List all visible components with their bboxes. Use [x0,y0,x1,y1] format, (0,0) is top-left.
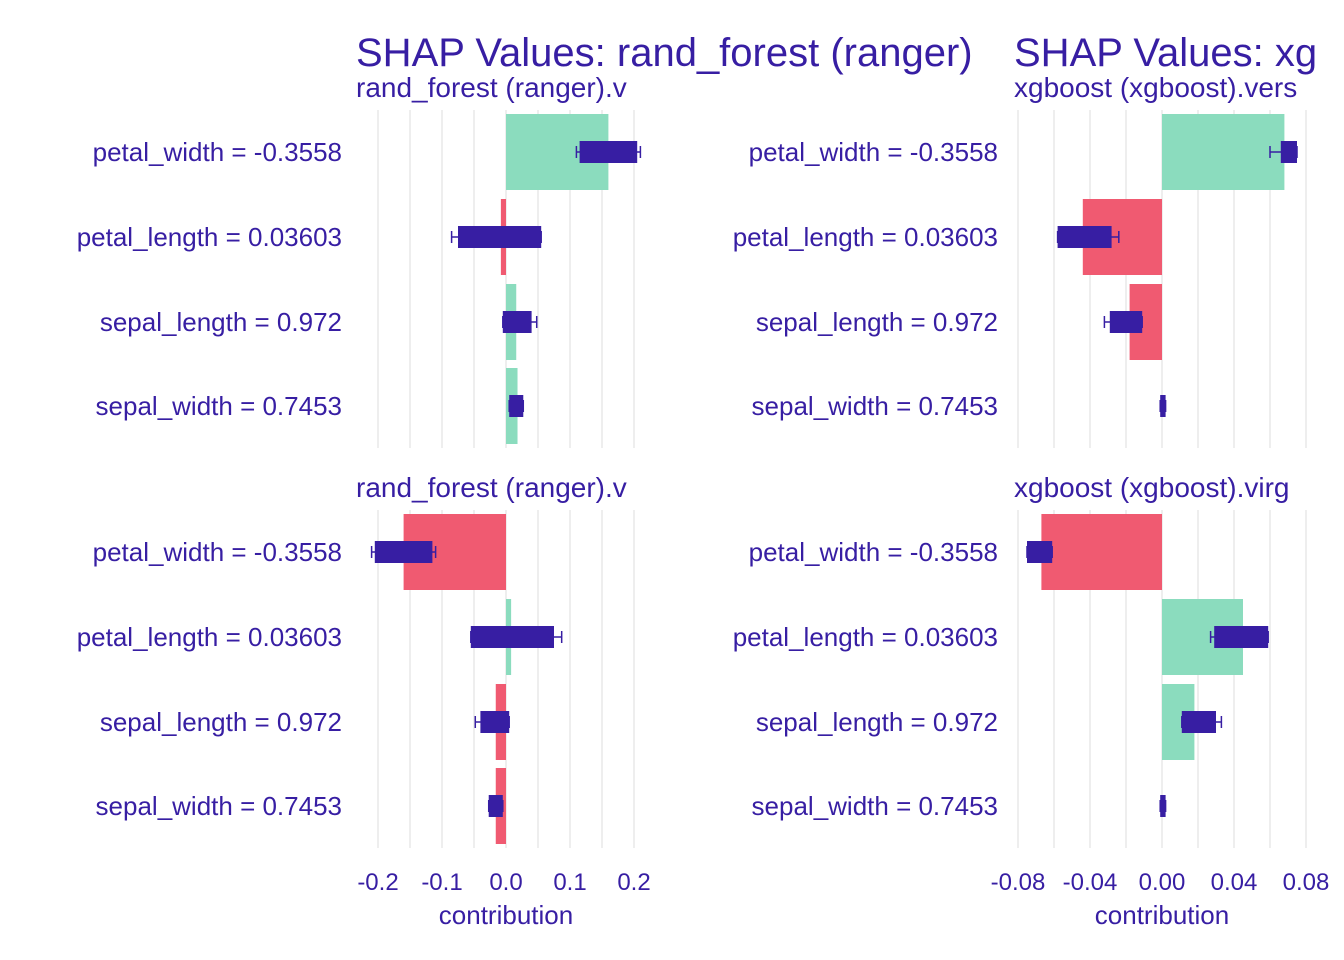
category-label: petal_length = 0.03603 [77,222,342,252]
category-label: sepal_length = 0.972 [756,707,998,737]
panel-strip-label: xgboost (xgboost).vers [1014,72,1297,103]
panel-top-left: rand_forest (ranger).v petal_width = -0.3… [77,72,642,448]
category-label: petal_width = -0.3558 [749,537,998,567]
distribution-box [502,311,532,333]
panel-strip-label: rand_forest (ranger).v [356,472,627,503]
distribution-box [374,541,433,563]
distribution-box [1160,395,1166,417]
distribution-box [1109,311,1143,333]
distribution-box [458,226,542,248]
x-axis-label: contribution [1095,900,1229,930]
x-tick-label: 0.1 [553,869,586,896]
x-tick-label: 0.0 [489,869,522,896]
category-label: sepal_width = 0.7453 [96,791,342,821]
category-label: sepal_width = 0.7453 [752,791,998,821]
panel-strip-label: rand_forest (ranger).v [356,72,627,103]
panel-top-right: xgboost (xgboost).vers petal_width = -0.3… [733,72,1307,448]
category-label: petal_width = -0.3558 [93,137,342,167]
category-label: sepal_width = 0.7453 [96,391,342,421]
contribution-bar [1041,514,1162,590]
category-label: petal_length = 0.03603 [733,622,998,652]
category-label: petal_length = 0.03603 [733,222,998,252]
distribution-box [1280,141,1297,163]
distribution-box [1057,226,1112,248]
distribution-box [1027,541,1053,563]
panel-strip-label: xgboost (xgboost).virg [1014,472,1289,503]
category-label: petal_length = 0.03603 [77,622,342,652]
x-axis-label: contribution [439,900,573,930]
chart-title-left: SHAP Values: rand_forest (ranger) [356,31,973,75]
contribution-bar [1162,114,1285,190]
category-label: sepal_width = 0.7453 [752,391,998,421]
x-tick-label: 0.08 [1283,869,1330,896]
distribution-box [1181,711,1216,733]
distribution-box [579,141,638,163]
x-tick-label: -0.2 [357,869,398,896]
panel-bottom-right: xgboost (xgboost).virg petal_width = -0.3… [733,472,1330,930]
panel-bottom-left: rand_forest (ranger).v petal_width = -0.3… [77,472,651,930]
x-tick-label: 0.2 [617,869,650,896]
category-label: petal_width = -0.3558 [93,537,342,567]
x-tick-label: 0.00 [1139,869,1186,896]
x-tick-label: -0.04 [1063,869,1118,896]
distribution-box [1214,626,1269,648]
distribution-box [488,795,503,817]
distribution-box [509,395,524,417]
category-label: petal_width = -0.3558 [749,137,998,167]
category-label: sepal_length = 0.972 [756,307,998,337]
x-tick-label: -0.08 [991,869,1046,896]
category-label: sepal_length = 0.972 [100,307,342,337]
distribution-box [470,626,554,648]
chart-title-right: SHAP Values: xg [1014,31,1317,75]
distribution-box [480,711,510,733]
category-label: sepal_length = 0.972 [100,707,342,737]
x-tick-label: 0.04 [1211,869,1258,896]
x-tick-label: -0.1 [421,869,462,896]
distribution-box [1160,795,1166,817]
